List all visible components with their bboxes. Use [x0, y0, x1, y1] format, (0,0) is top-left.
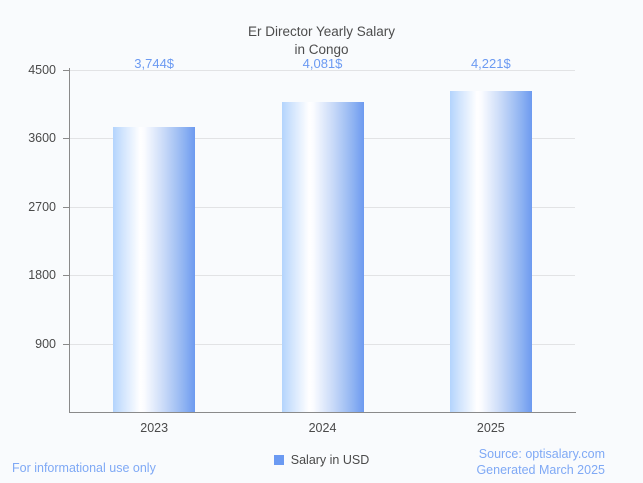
y-tick-mark [63, 206, 69, 208]
bar[interactable] [449, 91, 532, 412]
y-tick-mark [63, 343, 69, 345]
x-axis-tick-label: 2025 [476, 421, 505, 435]
y-axis-tick-label: 4500 [28, 63, 56, 77]
x-axis-line [69, 412, 576, 413]
y-axis-tick-label: 3600 [28, 131, 56, 146]
plot-area [70, 70, 575, 412]
y-axis-line [69, 68, 70, 413]
chart-legend[interactable]: Salary in USD [0, 453, 643, 467]
footer-source-block: Source: optisalary.com Generated March 2… [476, 446, 605, 478]
footer-generated: Generated March 2025 [476, 463, 605, 477]
y-axis-tick-label: 900 [35, 336, 56, 351]
bar-value-label: 3,744$ [134, 56, 175, 71]
x-axis-tick-label: 2024 [308, 421, 337, 435]
bar-value-label: 4,221$ [470, 56, 511, 71]
bar-value-label: 4,081$ [302, 56, 343, 71]
bar[interactable] [113, 127, 196, 412]
y-tick-mark [63, 70, 69, 71]
chart-title: Er Director Yearly Salary in Congo [0, 5, 643, 77]
footer-disclaimer: For informational use only [12, 461, 156, 475]
legend-item-label: Salary in USD [290, 453, 370, 467]
y-axis-tick-label: 1800 [28, 268, 56, 283]
chart-title-line-2: in Congo [294, 42, 349, 57]
footer-source: Source: optisalary.com [478, 447, 605, 461]
bar[interactable] [281, 101, 364, 412]
chart-title-line-1: Er Director Yearly Salary [247, 24, 396, 39]
y-axis-tick-label: 2700 [28, 199, 56, 214]
gridline [70, 70, 575, 71]
x-axis-tick-label: 2023 [140, 421, 169, 435]
y-tick-mark [63, 275, 69, 277]
y-tick-mark [63, 138, 69, 140]
legend-swatch-icon [273, 455, 284, 465]
